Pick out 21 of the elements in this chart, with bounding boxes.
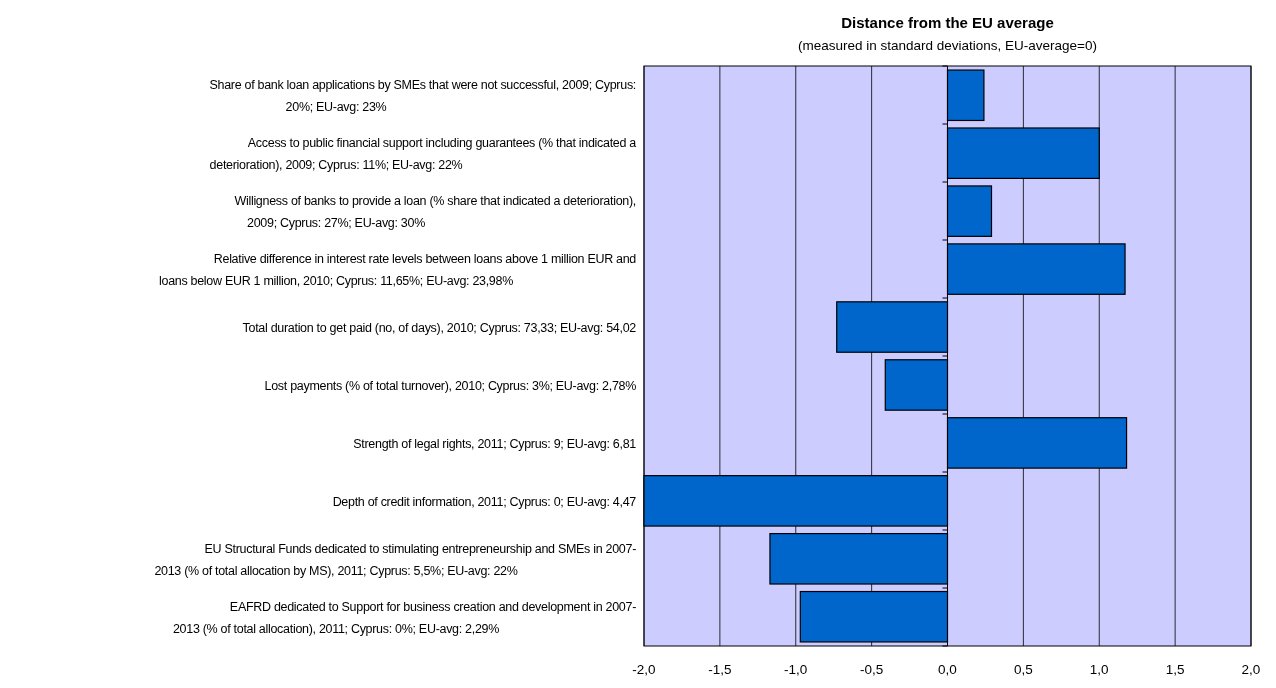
y-tick-label: EAFRD dedicated to Support for business creation and development in 2007- 2013 (% of total allocation), 2011; Cyprus: 0%; EU-avg: 2,29% — [172, 599, 637, 636]
x-tick-label: 0,0 — [938, 662, 957, 677]
y-tick-label: Willigness of banks to provide a loan (% share that indicated a deterioration), 2009; Cyprus: 27%; EU-avg: 30% — [234, 194, 636, 231]
y-tick-label: EU Structural Funds dedicated to stimulating entrepreneurship and SMEs in 2007- 2013 (% of total allocation by MS), 2011; Cyprus: 5,5%; EU-avg: 22% — [154, 541, 637, 578]
chart-subtitle: (measured in standard deviations, EU-average=0) — [797, 38, 1098, 53]
y-tick-label: Share of bank loan applications by SMEs that were not successful, 2009; Cyprus: 20%; EU-avg: 23% — [209, 78, 636, 115]
y-tick-label: Access to public financial support including guarantees (% that indicated a deterioration), 2009; Cyprus: 11%; EU-avg: 22% — [209, 136, 637, 173]
y-tick-label: Strength of legal rights, 2011; Cyprus: 9; EU-avg: 6,81 — [353, 436, 637, 451]
x-tick-label: -1,5 — [708, 662, 732, 677]
y-tick-label: Total duration to get paid (no, of days), 2010; Cyprus: 73,33; EU-avg: 54,02 — [242, 321, 637, 336]
x-tick-label: 1,0 — [1089, 662, 1109, 677]
x-tick-label: 0,5 — [1013, 662, 1033, 677]
x-tick-label: -1,0 — [784, 662, 808, 677]
x-tick-label: -0,5 — [859, 662, 884, 677]
x-tick-label: -2,0 — [632, 662, 656, 677]
x-tick-label: 1,5 — [1165, 662, 1185, 677]
y-tick-label: Relative difference in interest rate levels between loans above 1 million EUR and loans below EUR 1 million, 2010; Cyprus: 11,65%; EU-avg: 23,98% — [159, 252, 637, 289]
chart-title: Distance from the EU average — [841, 14, 1054, 31]
y-tick-label: Lost payments (% of total turnover), 2010; Cyprus: 3%; EU-avg: 2,78% — [264, 378, 637, 393]
y-tick-label: Depth of credit information, 2011; Cyprus: 0; EU-avg: 4,47 — [332, 494, 637, 509]
x-tick-label: 2,0 — [1241, 662, 1261, 677]
